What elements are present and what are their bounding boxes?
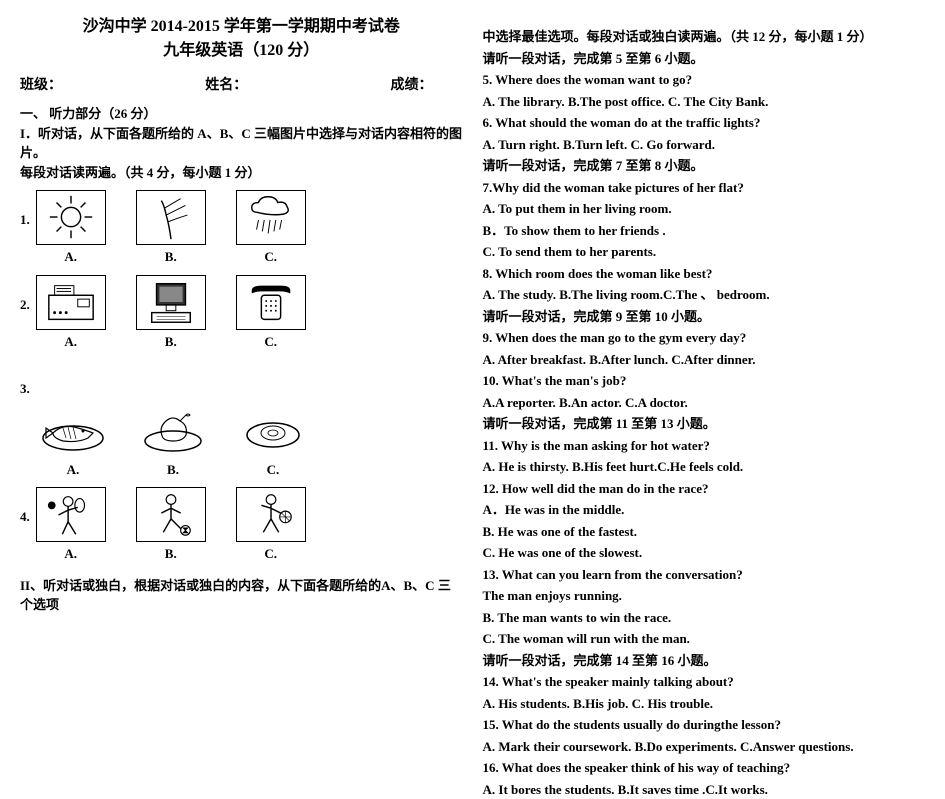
r10: B．To show them to her friends . xyxy=(483,221,926,241)
q1-num: 1. xyxy=(20,190,30,230)
opt-c: C. xyxy=(236,332,306,352)
opt-c: C. xyxy=(236,544,306,564)
opt-b: B. xyxy=(138,460,208,480)
r14: 请听一段对话，完成第 9 至第 10 小题。 xyxy=(483,307,926,327)
r1: 中选择最佳选项。每段对话或独白读两遍。（共 12 分，每小题 1 分） xyxy=(483,27,926,47)
q4-c: C. xyxy=(236,487,306,564)
r23: A．He was in the middle. xyxy=(483,500,926,520)
q3-b: B. xyxy=(138,403,208,480)
r13: A. The study. B.The living room.C.The 、 … xyxy=(483,285,926,305)
r26: 13. What can you learn from the conversa… xyxy=(483,565,926,585)
r16: A. After breakfast. B.After lunch. C.Aft… xyxy=(483,350,926,370)
exam-title: 沙沟中学 2014-2015 学年第一学期期中考试卷 xyxy=(20,15,463,39)
r25: C. He was one of the slowest. xyxy=(483,543,926,563)
r27: The man enjoys running. xyxy=(483,586,926,606)
opt-b: B. xyxy=(136,544,206,564)
chicken-plate-icon xyxy=(138,403,208,458)
q3-c: C. xyxy=(238,403,308,480)
opt-a: A. xyxy=(36,544,106,564)
r18: A.A reporter. B.An actor. C.A doctor. xyxy=(483,393,926,413)
score-label: 成绩： xyxy=(295,75,463,96)
q4-a: A. xyxy=(36,487,106,564)
pingpong-icon xyxy=(36,487,106,542)
fish-plate-icon xyxy=(38,403,108,458)
rain-cloud-icon xyxy=(236,190,306,245)
q2-row: 2. A. B. C. xyxy=(20,275,463,352)
r21: A. He is thirsty. B.His feet hurt.C.He f… xyxy=(483,457,926,477)
computer-icon xyxy=(136,275,206,330)
part2-instr: II、听对话或独白，根据对话或独白的内容，从下面各题所给的A、B、C 三个选项 xyxy=(20,576,463,615)
r11: C. To send them to her parents. xyxy=(483,242,926,262)
q4-num: 4. xyxy=(20,487,30,527)
r8: 7.Why did the woman take pictures of her… xyxy=(483,178,926,198)
part1-instr2: 每段对话读两遍。（共 4 分，每小题 1 分） xyxy=(20,163,463,183)
r22: 12. How well did the man do in the race? xyxy=(483,479,926,499)
q1-a: A. xyxy=(36,190,106,267)
r12: 8. Which room does the woman like best? xyxy=(483,264,926,284)
sun-icon xyxy=(36,190,106,245)
egg-plate-icon xyxy=(238,403,308,458)
tree-wind-icon xyxy=(136,190,206,245)
r7: 请听一段对话，完成第 7 至第 8 小题。 xyxy=(483,156,926,176)
q3-row: 3. xyxy=(20,359,463,399)
r20: 11. Why is the man asking for hot water? xyxy=(483,436,926,456)
info-row: 班级： 姓名： 成绩： xyxy=(20,75,463,96)
r31: 14. What's the speaker mainly talking ab… xyxy=(483,672,926,692)
r32: A. His students. B.His job. C. His troub… xyxy=(483,694,926,714)
q2-b: B. xyxy=(136,275,206,352)
r15: 9. When does the man go to the gym every… xyxy=(483,328,926,348)
opt-b: B. xyxy=(136,332,206,352)
opt-a: A. xyxy=(36,332,106,352)
fax-icon xyxy=(36,275,106,330)
q3-a: A. xyxy=(38,403,108,480)
q2-a: A. xyxy=(36,275,106,352)
r6: A. Turn right. B.Turn left. C. Go forwar… xyxy=(483,135,926,155)
opt-a: A. xyxy=(36,247,106,267)
q4-row: 4. A. B. C. xyxy=(20,487,463,564)
q2-num: 2. xyxy=(20,275,30,315)
exam-subtitle: 九年级英语（120 分） xyxy=(20,39,463,63)
q1-b: B. xyxy=(136,190,206,267)
r33: 15. What do the students usually do duri… xyxy=(483,715,926,735)
r17: 10. What's the man's job? xyxy=(483,371,926,391)
r2: 请听一段对话，完成第 5 至第 6 小题。 xyxy=(483,49,926,69)
basketball-icon xyxy=(236,487,306,542)
soccer-icon xyxy=(136,487,206,542)
r4: A. The library. B.The post office. C. Th… xyxy=(483,92,926,112)
r29: C. The woman will run with the man. xyxy=(483,629,926,649)
r9: A. To put them in her living room. xyxy=(483,199,926,219)
r35: 16. What does the speaker think of his w… xyxy=(483,758,926,778)
q1-c: C. xyxy=(236,190,306,267)
r5: 6. What should the woman do at the traff… xyxy=(483,113,926,133)
opt-a: A. xyxy=(38,460,108,480)
r24: B. He was one of the fastest. xyxy=(483,522,926,542)
opt-b: B. xyxy=(136,247,206,267)
telephone-icon xyxy=(236,275,306,330)
r36: A. It bores the students. B.It saves tim… xyxy=(483,780,926,799)
q3-num: 3. xyxy=(20,359,30,399)
r34: A. Mark their coursework. B.Do experimen… xyxy=(483,737,926,757)
opt-c: C. xyxy=(236,247,306,267)
q2-c: C. xyxy=(236,275,306,352)
r3: 5. Where does the woman want to go? xyxy=(483,70,926,90)
q4-b: B. xyxy=(136,487,206,564)
opt-c: C. xyxy=(238,460,308,480)
class-label: 班级： xyxy=(20,75,158,96)
r19: 请听一段对话，完成第 11 至第 13 小题。 xyxy=(483,414,926,434)
q1-row: 1. A. B. C. xyxy=(20,190,463,267)
section-listen: 一、 听力部分（26 分） xyxy=(20,104,463,124)
r30: 请听一段对话，完成第 14 至第 16 小题。 xyxy=(483,651,926,671)
r28: B. The man wants to win the race. xyxy=(483,608,926,628)
name-label: 姓名： xyxy=(158,75,296,96)
part1-instr1: I．听对话，从下面各题所给的 A、B、C 三幅图片中选择与对话内容相符的图片。 xyxy=(20,124,463,163)
